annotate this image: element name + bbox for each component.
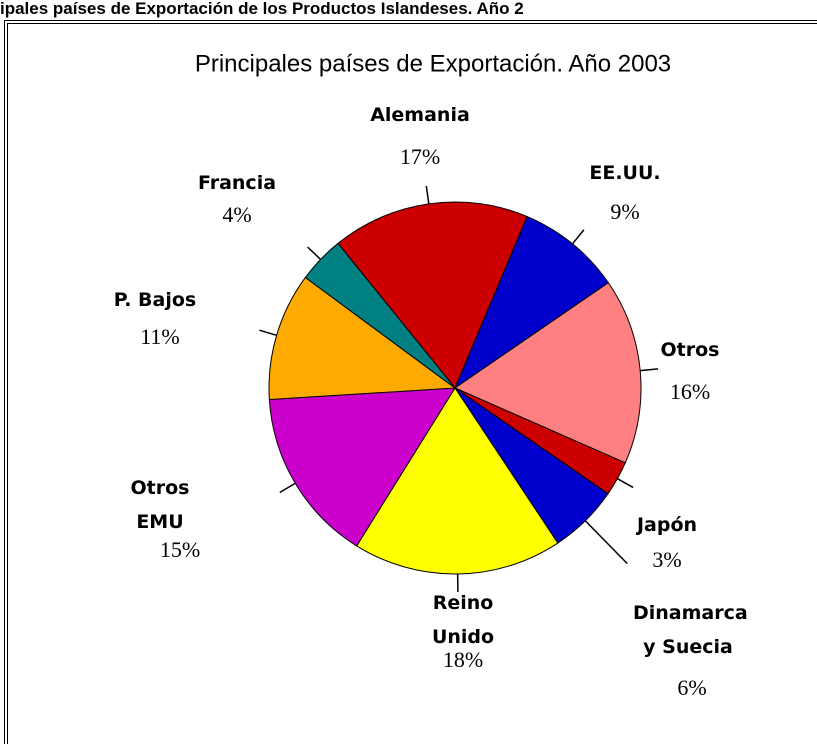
chart-title: Principales países de Exportación. Año 2… [195, 50, 671, 77]
slice-label: Alemania [365, 98, 475, 132]
value-label: 3% [652, 547, 681, 573]
value-label: 15% [160, 537, 200, 563]
leader-line [617, 479, 633, 488]
value-label: 4% [222, 202, 251, 228]
leader-line [280, 483, 295, 492]
leader-line [573, 230, 584, 244]
slice-label: Francia [182, 166, 292, 200]
leader-line [259, 330, 276, 335]
slice-label: Dinamarca y Suecia [633, 596, 743, 664]
slice-label: P. Bajos [100, 283, 210, 317]
value-label: 16% [670, 379, 710, 405]
value-label: 18% [443, 647, 483, 673]
value-label: 6% [677, 675, 706, 701]
leader-line [426, 186, 429, 204]
value-label: 11% [140, 324, 180, 350]
value-label: 9% [610, 199, 639, 225]
slice-label: Otros EMU [105, 471, 215, 539]
leader-line [308, 247, 321, 259]
page: ipales países de Exportación de los Prod… [0, 0, 817, 713]
slice-label: Japón [612, 508, 722, 542]
value-label: 17% [400, 144, 440, 170]
slice-label: EE.UU. [570, 156, 680, 190]
slice-label: Otros [635, 333, 745, 367]
slice-label: Reino Unido [408, 586, 518, 654]
leader-line [640, 369, 658, 371]
